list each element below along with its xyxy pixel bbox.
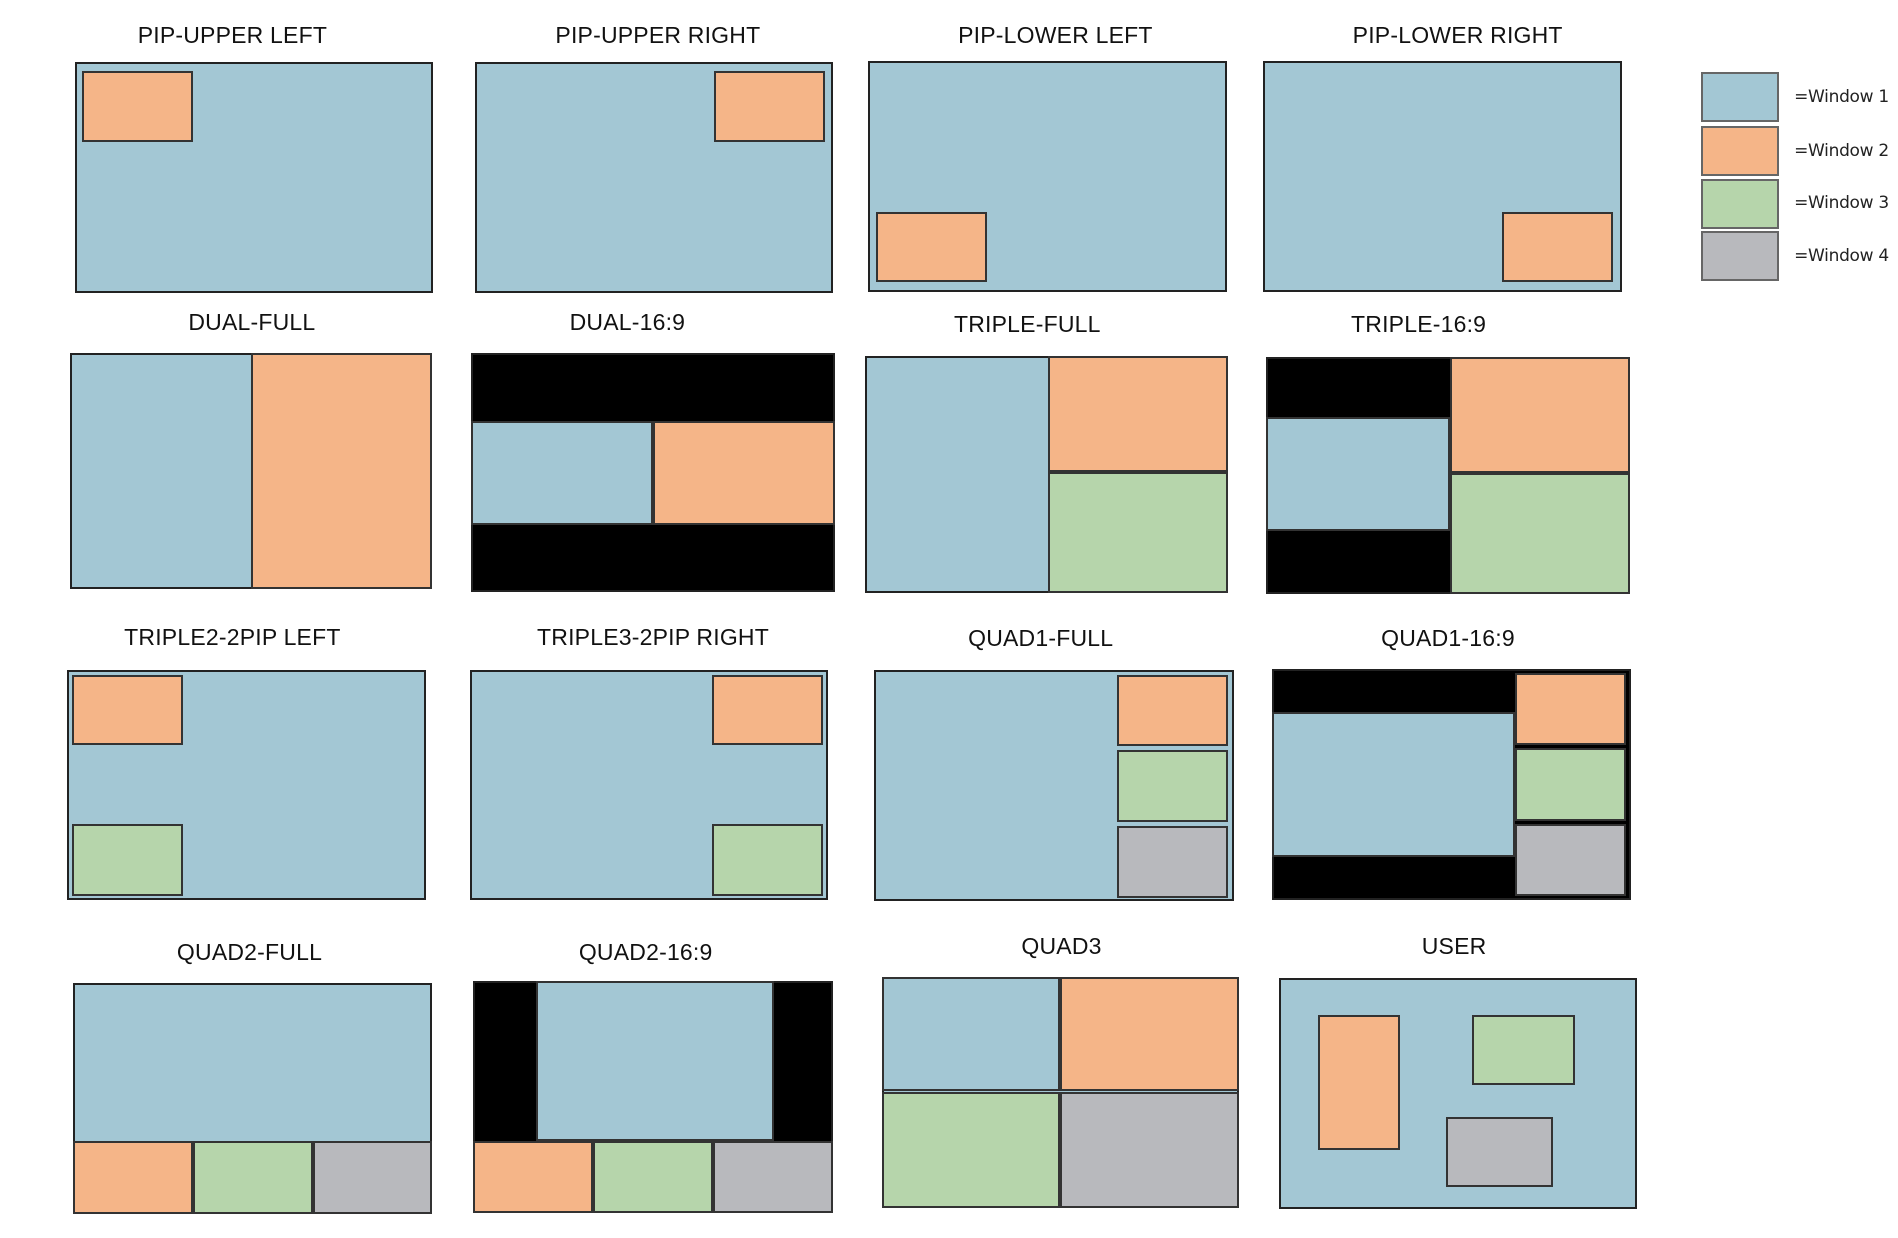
window-3-box xyxy=(593,1141,713,1214)
window-3-box xyxy=(1515,748,1627,821)
window-2-box xyxy=(875,211,987,283)
window-3-box xyxy=(1450,473,1631,595)
window-1-box xyxy=(1265,417,1451,531)
layout-title-quad3: QUAD3 xyxy=(1021,933,1102,960)
window-2-box xyxy=(1318,1015,1401,1150)
window-4-box xyxy=(313,1141,432,1215)
window-3-box xyxy=(72,824,184,897)
window-4-box xyxy=(713,1141,833,1214)
window-4-box xyxy=(1116,825,1228,898)
window-2-box xyxy=(1048,355,1228,473)
window-2-box xyxy=(1060,977,1239,1091)
window-1-box xyxy=(535,980,775,1141)
legend-swatch-4 xyxy=(1701,231,1780,282)
layout-title-dual-full: DUAL-FULL xyxy=(188,309,316,336)
window-3-box xyxy=(193,1141,313,1215)
layout-title-quad1-full: QUAD1-FULL xyxy=(968,624,1114,651)
window-4-box xyxy=(1060,1092,1239,1209)
window-4-box xyxy=(1515,824,1627,897)
legend-label-1: =Window 1 xyxy=(1794,86,1889,107)
window-2-box xyxy=(1450,357,1631,474)
window-2-box xyxy=(711,675,824,745)
layout-title-pip-lower-right: PIP-LOWER RIGHT xyxy=(1352,22,1563,48)
layout-title-dual-16-9: DUAL-16:9 xyxy=(569,309,686,336)
window-3-box xyxy=(1048,472,1228,594)
layout-title-triple-16-9: TRIPLE-16:9 xyxy=(1351,310,1487,337)
layout-title-triple-full: TRIPLE-FULL xyxy=(953,310,1101,337)
window-3-box xyxy=(1472,1015,1576,1085)
layout-title-quad2-full: QUAD2-FULL xyxy=(176,939,323,966)
window-2-box xyxy=(1515,672,1627,745)
window-2-box xyxy=(473,1141,594,1214)
window-2-box xyxy=(81,70,194,142)
layout-title-triple2-2pip-left: TRIPLE2-2PIP LEFT xyxy=(124,623,341,650)
window-2-box xyxy=(73,1141,194,1215)
window-2-box xyxy=(714,70,826,142)
legend-label-4: =Window 4 xyxy=(1794,245,1889,266)
window-1-box xyxy=(881,977,1061,1091)
legend-swatch-2 xyxy=(1701,126,1780,176)
window-2-box xyxy=(72,675,184,745)
window-3-box xyxy=(711,824,824,897)
window-2-box xyxy=(250,353,432,590)
legend-label-2: =Window 2 xyxy=(1794,140,1889,161)
layout-title-pip-upper-right: PIP-UPPER RIGHT xyxy=(555,22,761,48)
window-3-box xyxy=(1116,749,1228,822)
window-2-box xyxy=(1116,675,1228,746)
layout-title-pip-upper-left: PIP-UPPER LEFT xyxy=(137,22,328,48)
window-1-box xyxy=(1271,711,1516,858)
window-2-box xyxy=(1501,211,1614,283)
window-3-box xyxy=(881,1092,1061,1209)
window-4-box xyxy=(1445,1116,1554,1188)
window-1-box xyxy=(470,420,653,525)
legend-swatch-1 xyxy=(1701,72,1780,123)
layout-title-pip-lower-left: PIP-LOWER LEFT xyxy=(958,22,1153,48)
layout-title-user: USER xyxy=(1421,933,1487,960)
window-2-box xyxy=(653,420,836,525)
layout-title-quad2-16-9: QUAD2-16:9 xyxy=(578,939,713,966)
layout-title-triple3-2pip-right: TRIPLE3-2PIP RIGHT xyxy=(537,623,769,650)
legend-label-3: =Window 3 xyxy=(1794,193,1889,214)
legend-swatch-3 xyxy=(1701,178,1780,229)
layout-title-quad1-16-9: QUAD1-16:9 xyxy=(1381,624,1515,651)
